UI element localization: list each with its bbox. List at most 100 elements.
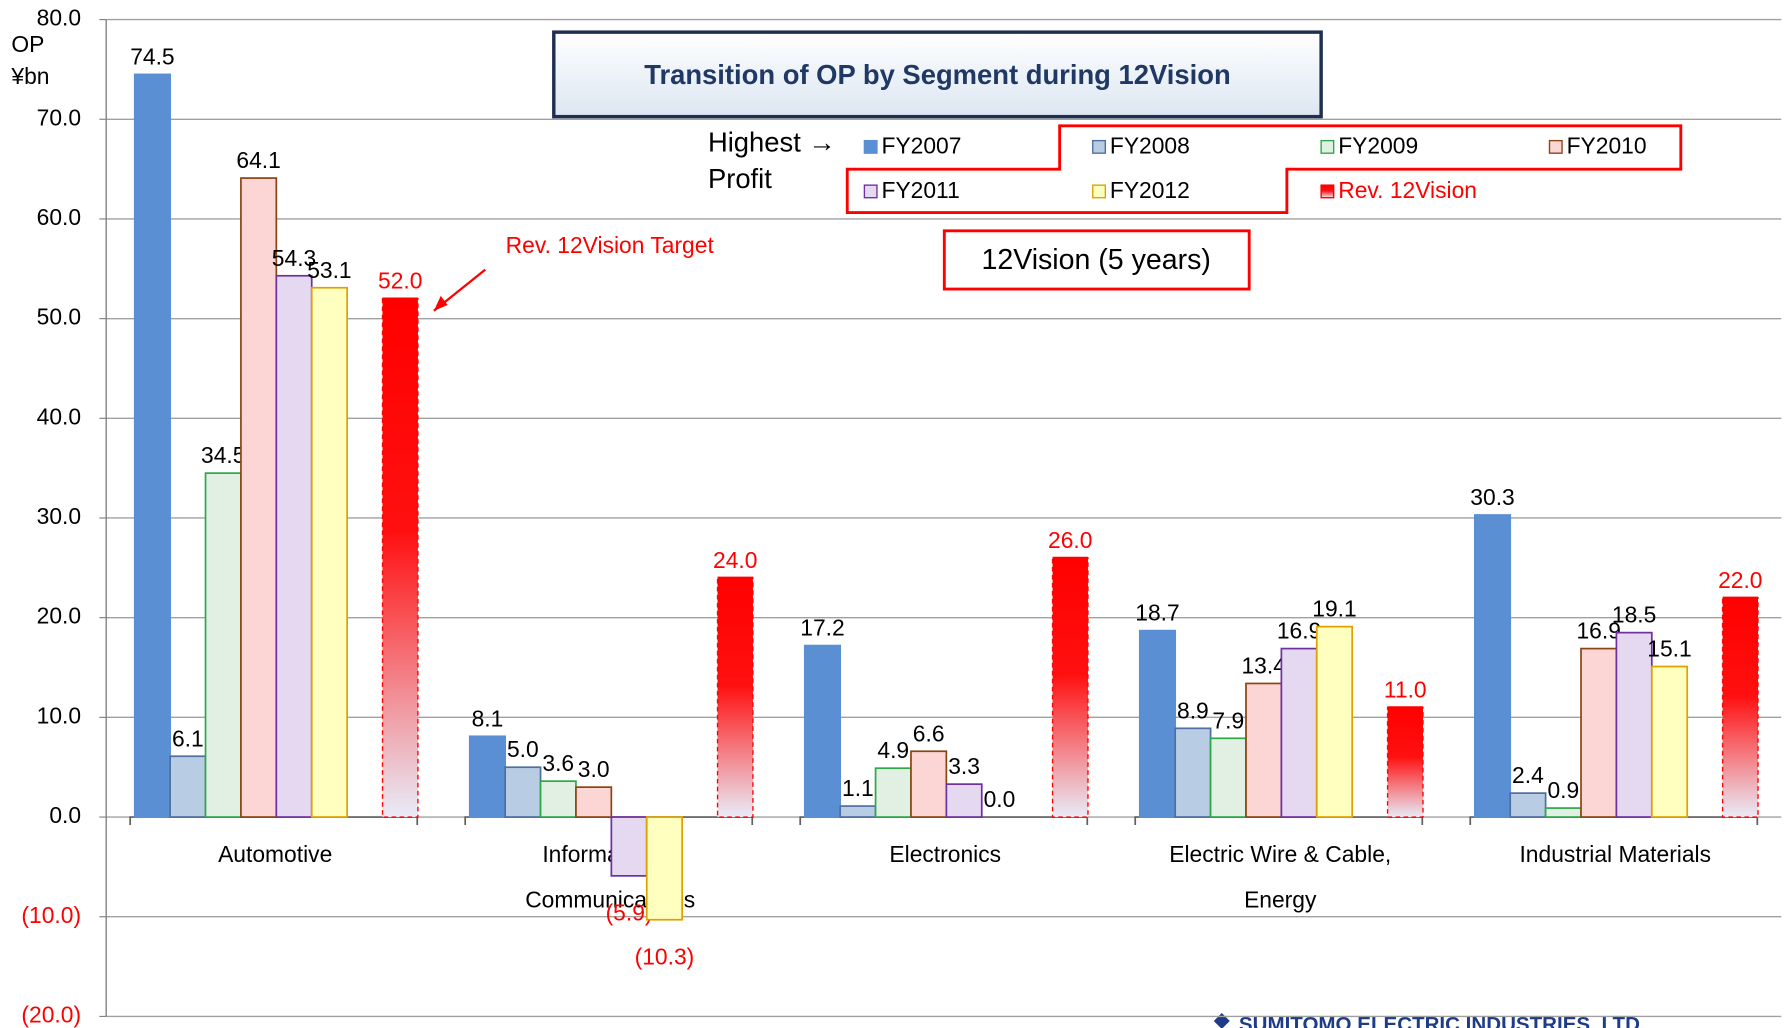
data-label: 26.0 (1048, 527, 1092, 553)
x-tick-label: Automotive (218, 841, 332, 867)
legend-swatch (1320, 184, 1335, 199)
legend-label: FY2008 (1110, 132, 1190, 158)
data-label: 16.9 (1576, 618, 1620, 644)
data-label: 18.5 (1612, 602, 1656, 628)
bar (1650, 665, 1689, 818)
bar (1544, 807, 1582, 818)
x-tick-label: Energy (1244, 887, 1317, 913)
bar (716, 577, 754, 818)
annotation-arrowhead (433, 295, 448, 311)
data-label: (5.9) (606, 900, 653, 926)
y-tick-label: 20.0 (37, 603, 81, 629)
data-label: (10.3) (635, 944, 695, 970)
data-label: 3.6 (542, 750, 574, 776)
data-label: 13.4 (1241, 653, 1286, 679)
data-label: 3.3 (948, 753, 980, 779)
data-label: 1.1 (842, 775, 874, 801)
category-bracket (464, 816, 754, 826)
bar (133, 73, 171, 818)
title-box (552, 30, 1323, 119)
y-tick-label: 40.0 (37, 403, 81, 429)
data-label: 34.5 (201, 442, 245, 468)
legend-swatch (1092, 139, 1106, 154)
legend-label: FY2011 (882, 177, 960, 203)
bar (839, 805, 877, 818)
data-label: 0.0 (984, 786, 1016, 812)
bar (1051, 557, 1089, 818)
period-label: 12Vision (5 years) (981, 244, 1210, 276)
x-tick-label: Electronics (889, 841, 1001, 867)
data-label: 8.9 (1177, 697, 1209, 723)
y-axis-label: OP (11, 31, 44, 57)
bar (1615, 631, 1653, 818)
bar (1174, 727, 1212, 818)
legend-swatch (1092, 184, 1106, 199)
annotation: Rev. 12Vision Target (506, 232, 715, 258)
bar (468, 735, 507, 818)
data-label: 52.0 (378, 268, 422, 294)
data-label: 17.2 (800, 615, 844, 641)
bar (803, 644, 842, 818)
chart-title: Transition of OP by Segment during 12Vis… (644, 59, 1230, 90)
period-box (942, 229, 1251, 291)
data-label: 74.5 (130, 43, 174, 69)
x-tick-label: Electric Wire & Cable, (1169, 841, 1391, 867)
bar (1580, 647, 1618, 818)
bar (1386, 706, 1424, 818)
legend-label: FY2009 (1338, 132, 1418, 158)
category-bracket (1469, 816, 1759, 826)
legend-swatch (1548, 139, 1563, 154)
bar (645, 816, 683, 921)
y-tick-label: 50.0 (37, 304, 81, 330)
legend-note: Profit (708, 163, 772, 194)
data-label: 19.1 (1312, 596, 1356, 622)
bar (169, 755, 207, 818)
bar (204, 472, 242, 818)
bar (240, 177, 278, 818)
y-tick-label: 30.0 (37, 503, 81, 529)
legend-swatch (863, 184, 878, 199)
data-label: 3.0 (578, 756, 610, 782)
category-bracket (799, 816, 1089, 826)
data-label: 6.6 (913, 720, 945, 746)
category-bracket (129, 816, 419, 826)
bar (1209, 737, 1247, 818)
bar (275, 274, 313, 818)
legend-swatch (863, 139, 878, 154)
bar (539, 780, 577, 818)
bar (910, 750, 948, 818)
bar (1315, 625, 1354, 818)
legend-label: FY2007 (882, 132, 962, 158)
bar (575, 786, 613, 818)
bar (610, 816, 648, 877)
bar (1509, 792, 1547, 818)
legend-label: Rev. 12Vision (1338, 177, 1477, 203)
category-bracket (1134, 816, 1424, 826)
bar (381, 298, 419, 818)
data-label: 7.9 (1212, 707, 1244, 733)
footer: SUMITOMO ELECTRIC INDUSTRIES, LTD. (1239, 1013, 1646, 1028)
bar (1473, 514, 1512, 818)
data-label: 18.7 (1135, 600, 1179, 626)
y-tick-label: (20.0) (21, 1001, 81, 1027)
data-label: 30.3 (1470, 484, 1514, 510)
bar (945, 783, 983, 818)
legend-label: FY2012 (1110, 177, 1190, 203)
data-label: 0.9 (1547, 777, 1579, 803)
y-axis-label: ¥bn (10, 63, 49, 89)
bar (1280, 647, 1318, 818)
y-tick-label: 10.0 (37, 702, 81, 728)
data-label: 5.0 (507, 736, 539, 762)
data-label: 6.1 (172, 725, 204, 751)
bar (1245, 682, 1283, 818)
legend-highlight (845, 124, 1683, 214)
data-label: 16.9 (1277, 618, 1321, 644)
bar (1138, 629, 1177, 818)
bar (310, 286, 348, 818)
x-tick-label: Industrial Materials (1519, 841, 1711, 867)
y-tick-label: (10.0) (21, 902, 81, 928)
data-label: 15.1 (1647, 636, 1691, 662)
legend-label: FY2010 (1567, 132, 1647, 158)
data-label: 22.0 (1718, 567, 1762, 593)
footer-logo (1213, 1012, 1230, 1028)
